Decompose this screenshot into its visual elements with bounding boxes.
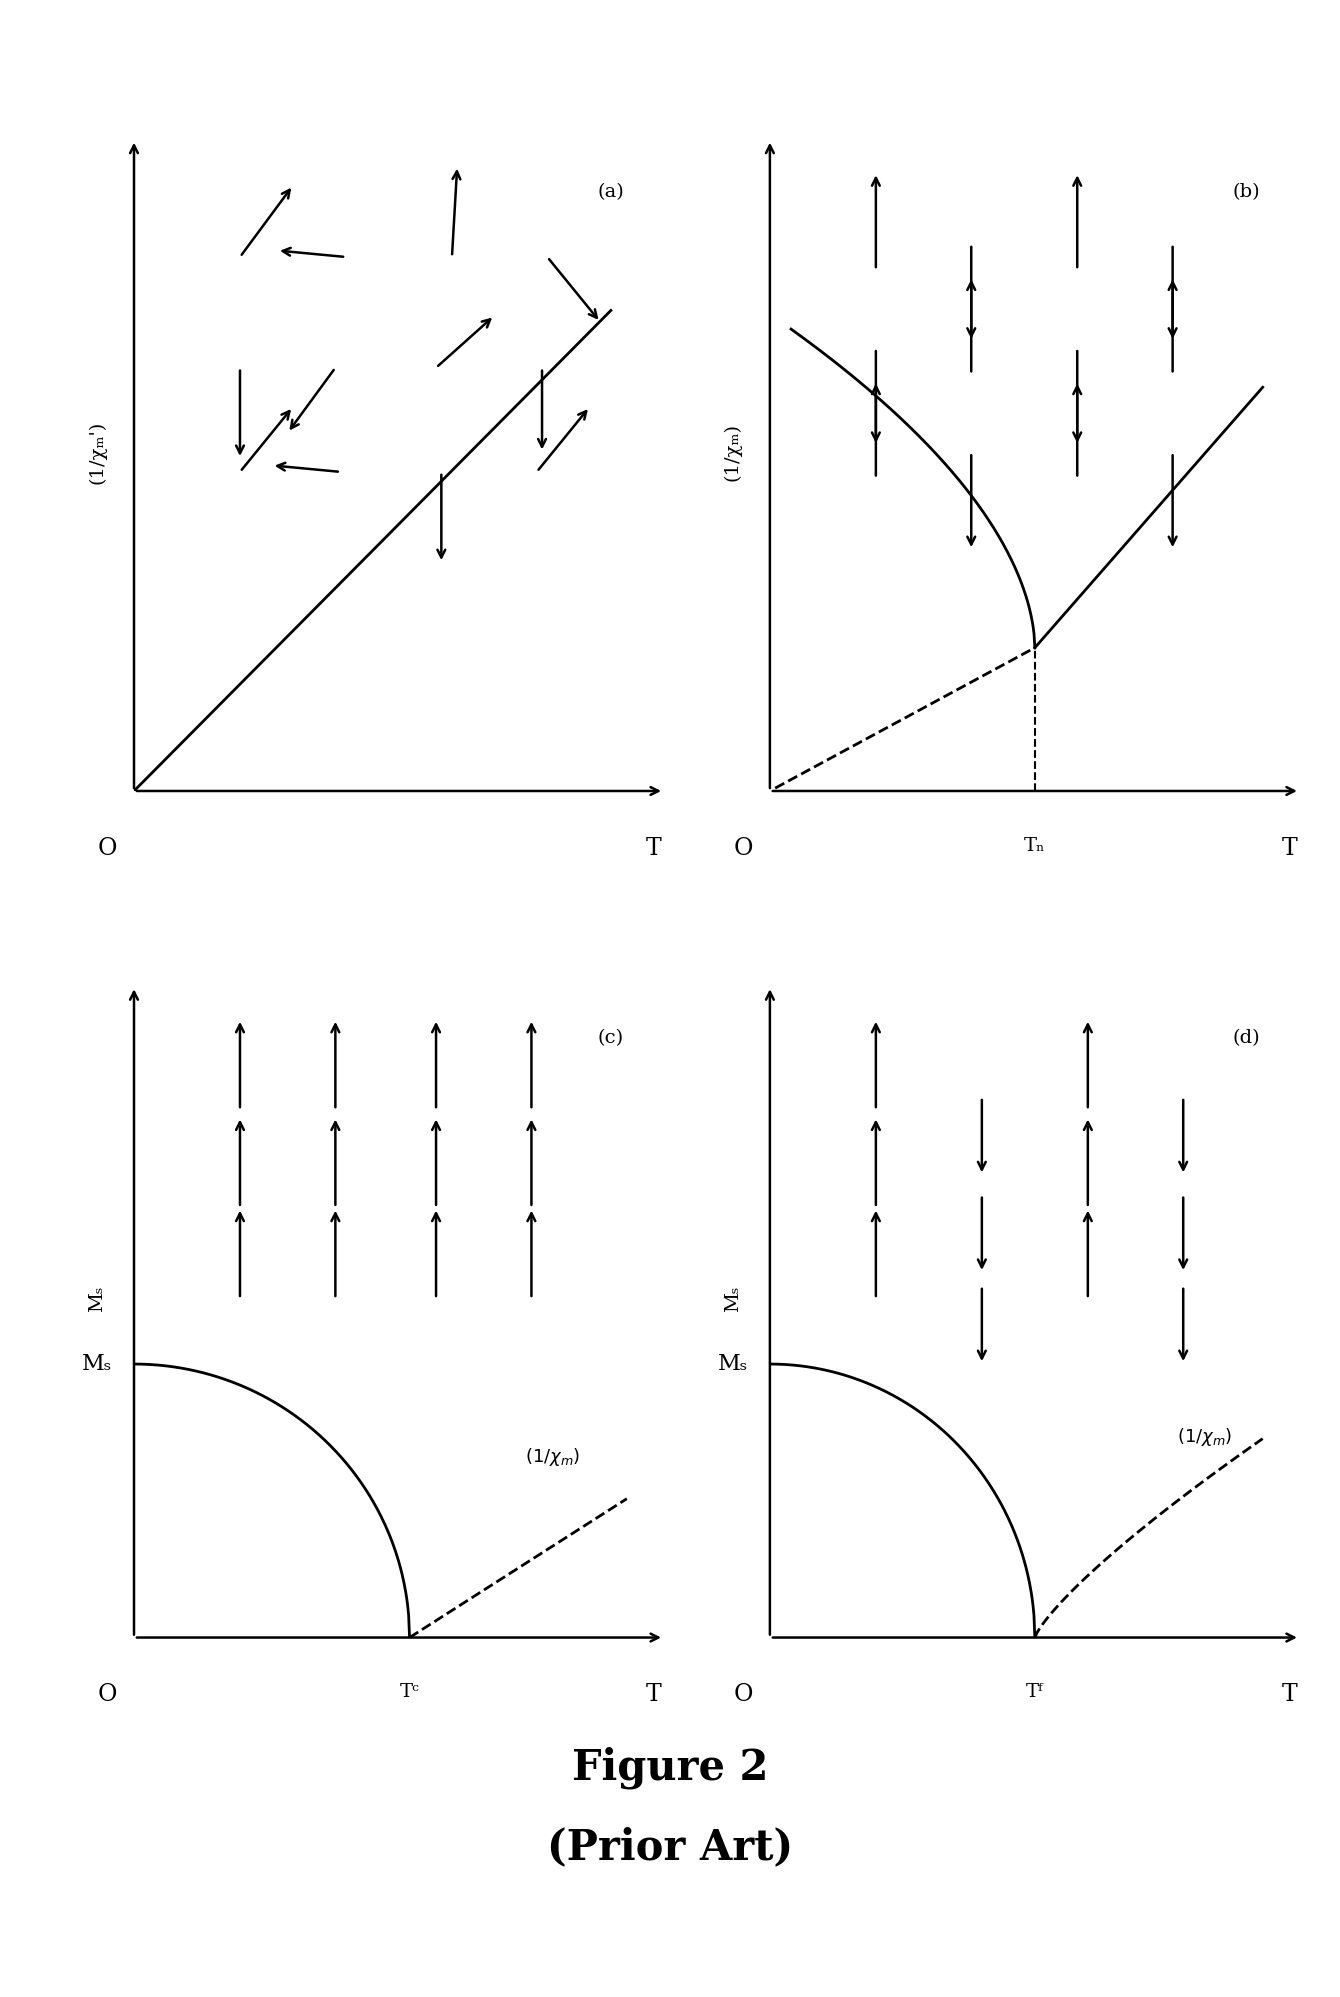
Text: (d): (d) [1233,1028,1261,1048]
Text: (1/χₘ'): (1/χₘ') [88,421,106,483]
Text: (c): (c) [598,1028,624,1048]
Text: T: T [1281,837,1297,859]
Text: T: T [1281,1683,1297,1705]
Text: $(1/\chi_m)$: $(1/\chi_m)$ [1177,1426,1231,1448]
Text: O: O [98,837,118,859]
Text: Tₙ: Tₙ [1024,837,1045,855]
Text: T: T [646,1683,661,1705]
Text: (a): (a) [598,184,624,202]
Text: Mₛ: Mₛ [718,1354,748,1376]
Text: O: O [98,1683,118,1705]
Text: O: O [733,837,753,859]
Text: Mₛ: Mₛ [82,1354,113,1376]
Text: Tᶜ: Tᶜ [399,1683,419,1701]
Text: (b): (b) [1233,184,1261,202]
Text: O: O [733,1683,753,1705]
Text: Tᶠ: Tᶠ [1026,1683,1044,1701]
Text: (Prior Art): (Prior Art) [547,1825,793,1869]
Text: Mₛ: Mₛ [724,1286,742,1312]
Text: Mₛ: Mₛ [88,1286,106,1312]
Text: T: T [646,837,661,859]
Text: $(1/\chi_m)$: $(1/\chi_m)$ [525,1446,580,1468]
Text: (1/χₘ): (1/χₘ) [724,423,742,481]
Text: Figure 2: Figure 2 [572,1745,768,1789]
